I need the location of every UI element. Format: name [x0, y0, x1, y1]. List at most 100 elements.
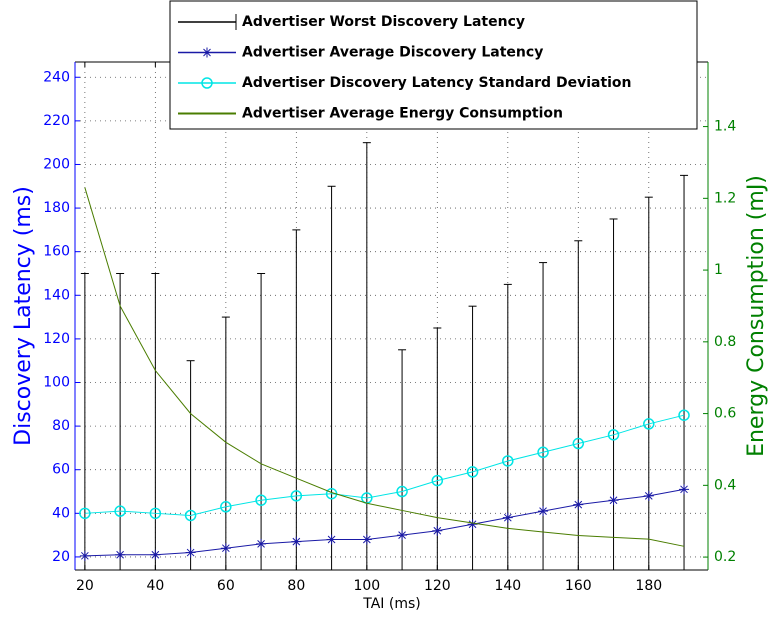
series-line [84, 414, 685, 516]
stem [257, 272, 266, 570]
plot-area [75, 62, 708, 570]
x-axis-label: TAI (ms) [362, 596, 420, 612]
marker-circle [114, 505, 126, 517]
marker-circle [149, 507, 162, 520]
marker-asterisk [115, 549, 126, 560]
x-tick-label: 140 [494, 578, 521, 594]
marker-circle [184, 509, 197, 522]
stem [574, 240, 583, 570]
stem [221, 316, 230, 570]
y2-tick-label: 0.6 [714, 406, 736, 422]
x-tick-label: 80 [287, 578, 305, 594]
y-tick-label: 20 [52, 549, 70, 565]
legend-label: Advertiser Discovery Latency Standard De… [242, 75, 632, 91]
series-line [84, 488, 685, 557]
y-tick-label: 220 [43, 113, 70, 129]
marker-asterisk [397, 530, 408, 541]
marker-asterisk [326, 534, 337, 545]
y-tick-label: 180 [43, 200, 70, 216]
marker [291, 536, 302, 547]
y2-tick-label: 0.4 [714, 477, 736, 493]
stem [362, 142, 371, 570]
legend-label: Advertiser Average Energy Consumption [242, 106, 563, 122]
legend-label: Advertiser Average Discovery Latency [242, 45, 543, 61]
y2-tick-label: 0.2 [714, 549, 736, 565]
x-tick-label: 160 [565, 578, 592, 594]
marker-circle [643, 418, 655, 430]
stem [292, 229, 301, 570]
marker-circle [220, 501, 232, 513]
marker-asterisk [502, 512, 513, 523]
marker [467, 519, 478, 530]
legend-label: Advertiser Worst Discovery Latency [242, 14, 525, 30]
marker-circle [502, 455, 514, 467]
legend-marker [201, 77, 213, 89]
marker-circle [466, 466, 479, 478]
marker-asterisk [608, 495, 619, 506]
marker-asterisk [185, 547, 196, 558]
marker-circle [290, 490, 303, 502]
marker-circle [607, 429, 620, 441]
y-axis-label: Discovery Latency (ms) [11, 186, 36, 446]
x-tick-label: 20 [76, 578, 94, 594]
marker-asterisk [538, 506, 549, 517]
marker [538, 506, 549, 517]
y2-tick-label: 1.4 [714, 119, 736, 135]
legend-marker [202, 47, 212, 58]
marker-asterisk [202, 47, 212, 58]
marker [608, 495, 619, 506]
stem [680, 174, 689, 570]
marker-circle [396, 485, 408, 498]
y-tick-label: 200 [43, 156, 70, 172]
marker-circle [678, 409, 690, 421]
y-tick-label: 240 [43, 69, 70, 85]
marker [397, 530, 408, 541]
y-tick-label: 100 [43, 374, 70, 390]
y2-tick-label: 1 [714, 262, 723, 278]
marker-asterisk [432, 525, 443, 536]
y2-axis-label: Energy Consumption (mJ) [744, 175, 769, 457]
marker-circle [255, 494, 267, 506]
x-tick-label: 40 [146, 578, 164, 594]
stem [327, 185, 336, 570]
stem [116, 272, 125, 570]
marker-asterisk [291, 536, 302, 547]
marker-asterisk [256, 538, 267, 549]
marker [115, 549, 126, 560]
marker-circle [537, 446, 549, 459]
x-tick-label: 120 [424, 578, 451, 594]
y-tick-label: 80 [52, 418, 70, 434]
x-tick-label: 60 [217, 578, 235, 594]
marker-asterisk [573, 499, 584, 510]
marker [679, 484, 690, 495]
y-tick-label: 120 [43, 331, 70, 347]
marker [185, 547, 196, 558]
y-tick-label: 60 [52, 462, 70, 478]
stem [151, 272, 160, 570]
marker [326, 534, 337, 545]
marker [79, 550, 90, 561]
y-tick-label: 140 [43, 287, 70, 303]
marker-asterisk [361, 534, 372, 545]
x-tick-label: 100 [353, 578, 380, 594]
marker [432, 525, 443, 536]
y2-tick-label: 1.2 [714, 190, 736, 206]
marker [502, 512, 513, 523]
marker [256, 538, 267, 549]
marker [150, 549, 161, 560]
legend-box [169, 0, 698, 130]
marker-circle [431, 474, 444, 487]
x-tick-label: 180 [635, 578, 662, 594]
stem [609, 218, 618, 570]
stem [644, 196, 653, 570]
marker-asterisk [220, 543, 231, 554]
y2-tick-label: 0.8 [714, 334, 736, 350]
marker-asterisk [467, 519, 478, 530]
stem [539, 262, 548, 570]
marker-asterisk [643, 490, 654, 501]
y-tick-label: 160 [43, 244, 70, 260]
marker [220, 543, 231, 554]
legend: Advertiser Worst Discovery Latency Advert… [169, 0, 698, 130]
marker-circle [572, 437, 585, 450]
